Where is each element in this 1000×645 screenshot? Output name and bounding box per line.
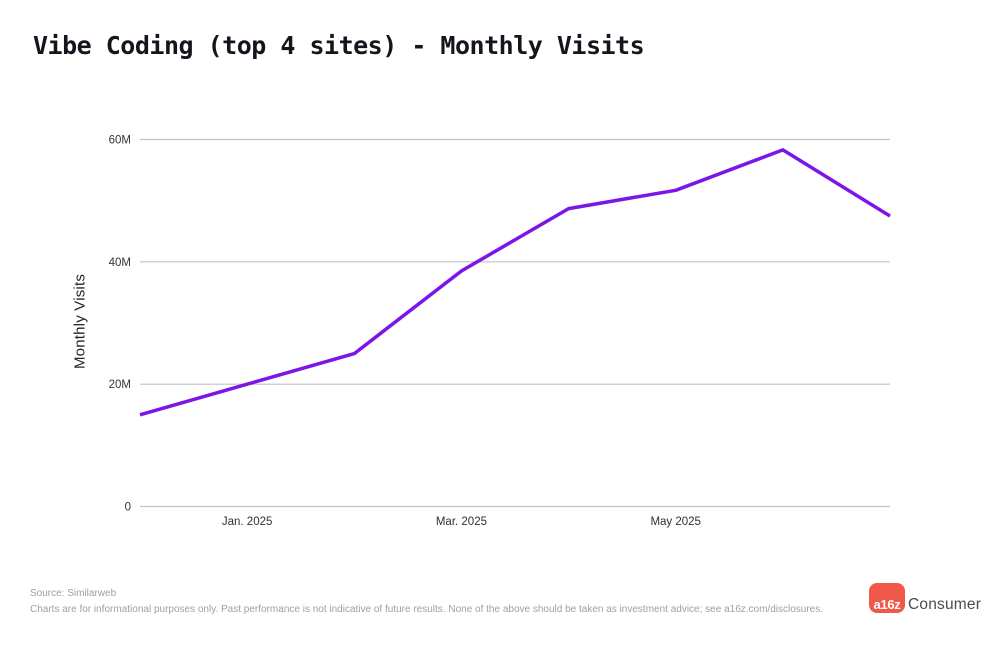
x-tick-label: Jan. 2025 xyxy=(222,516,273,528)
y-tick-label: 0 xyxy=(125,502,131,514)
y-axis-title: Monthly Visits xyxy=(71,273,89,370)
disclaimer-note: Charts are for informational purposes on… xyxy=(30,604,824,615)
monthly-visits-line xyxy=(139,148,891,417)
page-title: Vibe Coding (top 4 sites) - Monthly Visi… xyxy=(33,31,645,60)
a16z-logo-badge: a16z xyxy=(869,583,905,613)
a16z-logo-text: a16z xyxy=(873,597,901,612)
source-note: Source: Similarweb xyxy=(30,588,117,599)
y-tick-label: 60M xyxy=(109,135,131,147)
y-tick-label: 20M xyxy=(109,379,131,391)
y-tick-label: 40M xyxy=(109,257,131,269)
a16z-consumer-logo: a16z Consumer xyxy=(869,583,981,613)
x-tick-label: Mar. 2025 xyxy=(436,516,487,528)
consumer-wordmark: Consumer xyxy=(908,595,982,613)
x-tick-label: May 2025 xyxy=(650,516,701,528)
